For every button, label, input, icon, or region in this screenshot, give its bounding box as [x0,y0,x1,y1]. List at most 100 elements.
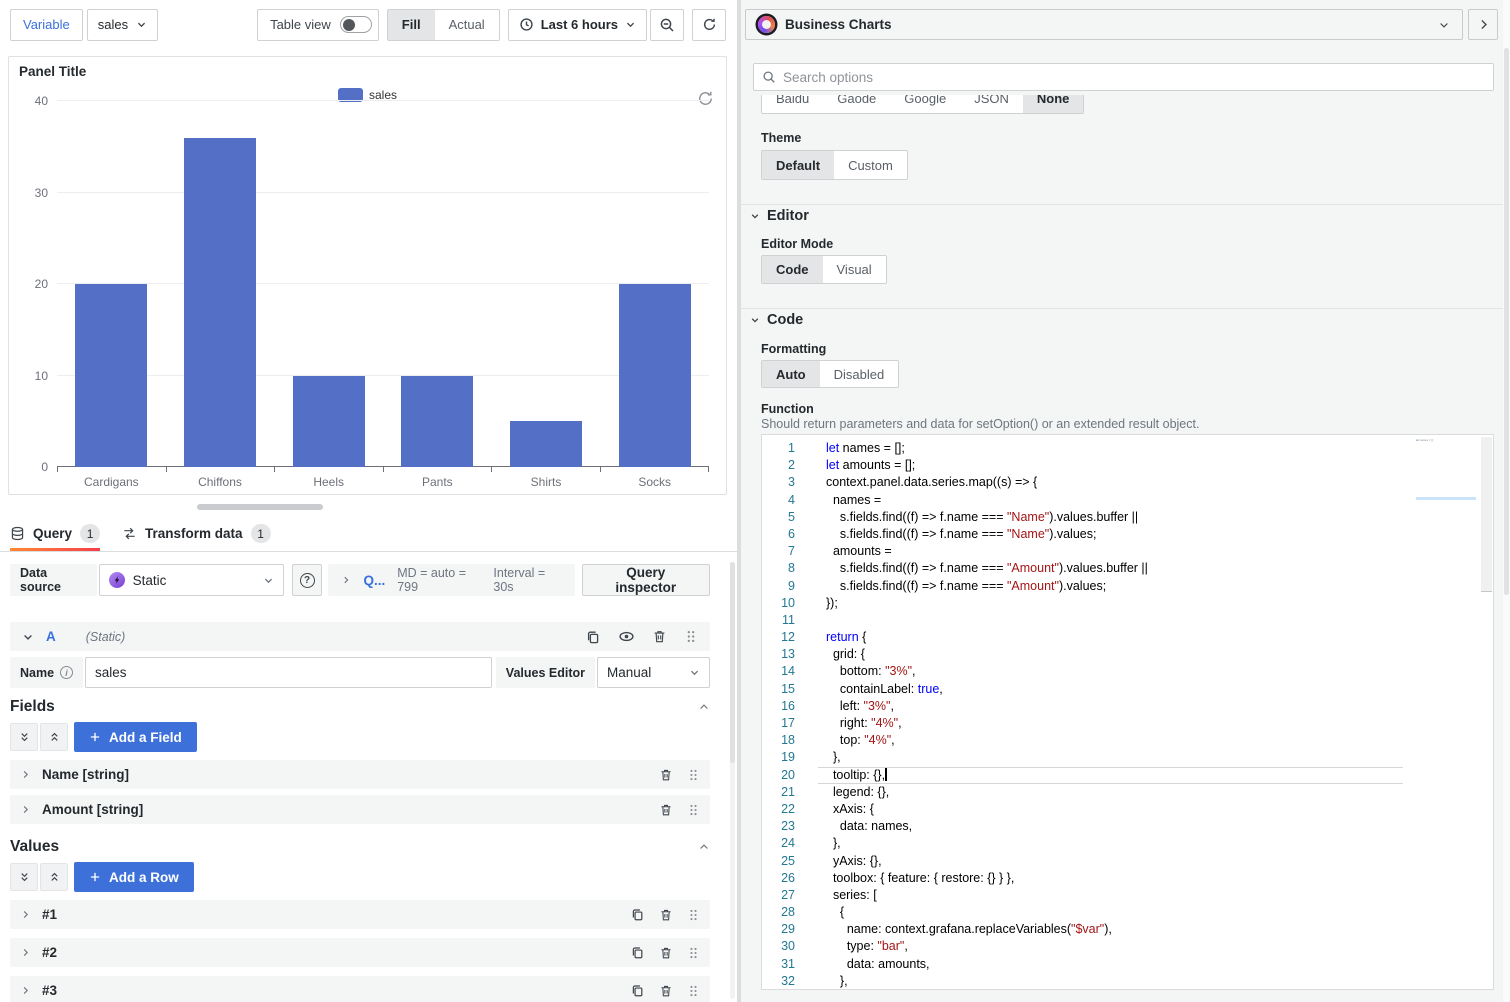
map-toggle-option-baidu[interactable]: Baidu [762,95,823,113]
tab-query[interactable]: Query 1 [10,516,101,551]
field-row-drag-button[interactable] [687,768,700,782]
code-section-header[interactable]: Code [750,312,803,328]
formatting-toggle-option-auto[interactable]: Auto [762,361,820,387]
viz-picker[interactable]: Business Charts [745,9,1463,40]
editor-mode-toggle-option-visual[interactable]: Visual [823,256,886,283]
code-content[interactable]: let names = []; let amounts = []; context.… [818,440,1403,990]
collapse-values-button[interactable] [698,841,710,853]
fill-actual-toggle-option-actual[interactable]: Actual [435,10,499,40]
add-row-button[interactable]: Add a Row [74,862,194,892]
field-row-trash-button[interactable] [659,768,673,782]
variable-button[interactable]: Variable [10,8,83,41]
expand-all-fields-button[interactable] [40,723,68,751]
code-line-4[interactable]: names = [826,492,882,507]
map-toggle-option-none[interactable]: None [1022,95,1084,113]
code-line-31[interactable]: data: amounts, [826,956,930,971]
chart-bar-heels[interactable] [292,375,365,467]
value-row-trash-button[interactable] [659,984,673,998]
code-line-21[interactable]: legend: {}, [826,784,890,799]
collapse-all-fields-button[interactable] [10,723,38,751]
add-field-button[interactable]: Add a Field [74,722,197,752]
field-row-drag-button[interactable] [687,803,700,817]
field-row[interactable]: Name [string] [10,760,710,789]
minimap[interactable]: let names = [];let amounts = [];context.… [1416,439,1478,985]
editor-scrollbar[interactable] [1481,437,1492,592]
drag-handle[interactable] [684,629,698,644]
value-row[interactable]: #3 [10,976,710,1002]
code-editor[interactable]: 1 2 3 4 5 6 7 8 9 10 11 12 13 14 15 16 17 18 19 20 21 22 23 24 2… [761,434,1494,990]
chart-bar-cardigans[interactable] [75,284,148,467]
code-line-8[interactable]: s.fields.find((f) => f.name === "Amount"… [826,561,1148,576]
code-line-9[interactable]: s.fields.find((f) => f.name === "Amount"… [826,578,1107,593]
value-row-trash-button[interactable] [659,946,673,960]
code-line-6[interactable]: s.fields.find((f) => f.name === "Name").… [826,526,1097,541]
code-line-26[interactable]: toolbox: { feature: { restore: {} } }, [826,870,1015,885]
code-line-15[interactable]: containLabel: true, [826,681,943,696]
refresh-button[interactable] [692,8,726,41]
table-view-toggle[interactable] [339,16,372,33]
value-row-trash-button[interactable] [659,908,673,922]
fill-actual-toggle-option-fill[interactable]: Fill [387,9,435,40]
collapse-fields-button[interactable] [698,701,710,713]
theme-toggle-option-custom[interactable]: Custom [834,151,907,179]
code-line-28[interactable]: { [826,905,845,920]
datasource-select[interactable]: Static [98,564,284,596]
code-line-14[interactable]: bottom: "3%", [826,664,916,679]
code-line-23[interactable]: data: names, [826,819,913,834]
code-line-24[interactable]: }, [826,836,841,851]
query-name-input[interactable] [85,657,492,688]
field-row-trash-button[interactable] [659,803,673,817]
code-line-12[interactable]: return { [826,630,867,645]
query-a-header[interactable]: A (Static) [10,622,710,651]
code-line-3[interactable]: context.panel.data.series.map((s) => { [826,475,1038,490]
zoom-out-button[interactable] [650,8,684,41]
collapse-all-rows-button[interactable] [10,863,38,891]
code-line-10[interactable]: }); [826,595,838,610]
horizontal-scrollbar[interactable] [197,504,323,510]
code-line-11[interactable] [818,612,1403,629]
code-line-20[interactable]: tooltip: {}, [818,766,1403,784]
theme-toggle-option-default[interactable]: Default [762,151,835,179]
value-row-drag-button[interactable] [687,984,700,998]
value-row-copy-button[interactable] [630,945,645,960]
datasource-help-button[interactable]: ? [291,564,323,596]
code-line-25[interactable]: yAxis: {}, [826,853,882,868]
duplicate-query-button[interactable] [585,629,601,645]
code-line-30[interactable]: type: "bar", [826,939,908,954]
code-line-18[interactable]: top: "4%", [826,733,895,748]
hide-query-button[interactable] [618,628,635,645]
tab-transform-data[interactable]: Transform data 1 [122,516,271,551]
code-line-16[interactable]: left: "3%", [826,698,894,713]
value-row[interactable]: #1 [10,900,710,929]
code-line-22[interactable]: xAxis: { [826,801,874,816]
formatting-toggle-option-disabled[interactable]: Disabled [820,361,899,387]
value-row-drag-button[interactable] [687,908,700,922]
chart-bar-pants[interactable] [401,375,474,467]
delete-query-button[interactable] [652,629,667,644]
value-row[interactable]: #2 [10,938,710,967]
collapse-options-button[interactable] [1468,9,1498,40]
code-line-13[interactable]: grid: { [826,647,865,662]
editor-section-header[interactable]: Editor [750,208,809,224]
options-scrollbar[interactable] [1503,0,1510,1002]
value-row-copy-button[interactable] [630,907,645,922]
query-options-summary[interactable]: Q... MD = auto = 799 Interval = 30s [328,564,575,596]
left-scrollbar[interactable] [730,562,735,999]
expand-all-rows-button[interactable] [40,863,68,891]
code-line-1[interactable]: let names = []; [826,441,905,455]
value-row-drag-button[interactable] [687,946,700,960]
map-toggle-option-json[interactable]: JSON [960,95,1023,113]
code-line-17[interactable]: right: "4%", [826,716,902,730]
values-editor-select[interactable]: Manual [597,657,710,688]
chart-bar-shirts[interactable] [510,421,582,467]
value-row-copy-button[interactable] [630,983,645,998]
code-line-2[interactable]: let amounts = []; [826,458,916,473]
chart-legend[interactable]: sales [9,88,726,102]
code-line-32[interactable]: }, [826,973,848,988]
search-options-input[interactable] [783,69,1485,85]
query-inspector-button[interactable]: Query inspector [581,564,710,596]
code-line-29[interactable]: name: context.grafana.replaceVariables("… [826,922,1112,937]
code-line-19[interactable]: }, [826,750,841,765]
map-toggle-option-gaode[interactable]: Gaode [823,95,890,113]
map-toggle-option-google[interactable]: Google [890,95,960,113]
